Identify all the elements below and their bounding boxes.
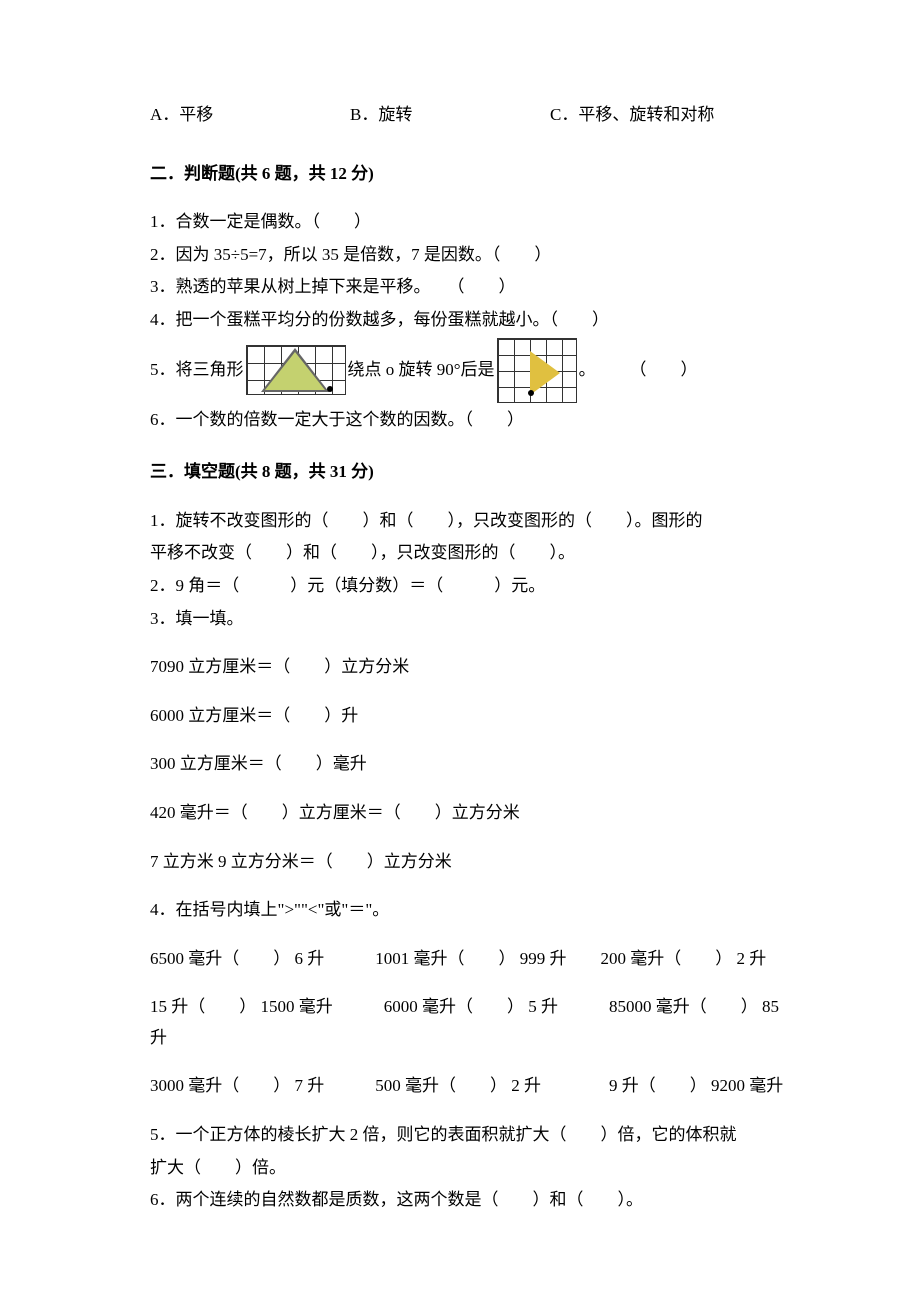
judge-q4: 4．把一个蛋糕平均分的份数越多，每份蛋糕就越小。（ ） — [150, 305, 800, 336]
judge-q5-mid: 绕点 o 旋转 90°后是 — [348, 355, 495, 386]
choice-b: B．旋转 — [350, 100, 550, 131]
fill-q5-line1: 5．一个正方体的棱长扩大 2 倍，则它的表面积就扩大（ ）倍，它的体积就 — [150, 1120, 800, 1151]
fill-q3-e: 7 立方米 9 立方分米＝（ ）立方分米 — [150, 847, 800, 878]
fill-q1-line2: 平移不改变（ ）和（ ），只改变图形的（ ）。 — [150, 538, 800, 569]
section-3: 三．填空题(共 8 题，共 31 分) 1．旋转不改变图形的（ ）和（ ），只改… — [150, 457, 800, 1216]
triangle-grid-1-icon — [246, 345, 346, 395]
fill-q3-d: 420 毫升＝（ ）立方厘米＝（ ）立方分米 — [150, 798, 800, 829]
fill-q3-a: 7090 立方厘米＝（ ）立方分米 — [150, 652, 800, 683]
judge-q5-pre: 5．将三角形 — [150, 355, 244, 386]
judge-q5: 5．将三角形 绕点 o 旋转 90°后是 。 （ ） — [150, 338, 800, 403]
judge-q5-post: 。 （ ） — [579, 355, 698, 386]
fill-q2: 2．9 角＝（ ）元（填分数）＝（ ）元。 — [150, 571, 800, 602]
fill-q4-row2: 15 升（ ） 1500 毫升 6000 毫升（ ） 5 升 85000 毫升（… — [150, 992, 800, 1053]
fill-q4-title: 4．在括号内填上">""<"或"＝"。 — [150, 895, 800, 926]
fill-q4-row3: 3000 毫升（ ） 7 升 500 毫升（ ） 2 升 9 升（ ） 9200… — [150, 1071, 800, 1102]
choice-a: A．平移 — [150, 100, 350, 131]
fill-q1-line1: 1．旋转不改变图形的（ ）和（ ），只改变图形的（ ）。图形的 — [150, 506, 800, 537]
fill-q3-c: 300 立方厘米＝（ ）毫升 — [150, 749, 800, 780]
section-2: 二．判断题(共 6 题，共 12 分) 1．合数一定是偶数。（ ） 2．因为 3… — [150, 159, 800, 436]
section-3-title: 三．填空题(共 8 题，共 31 分) — [150, 457, 800, 488]
fill-q4-row1: 6500 毫升（ ） 6 升 1001 毫升（ ） 999 升 200 毫升（ … — [150, 944, 800, 975]
judge-q2: 2．因为 35÷5=7，所以 35 是倍数，7 是因数。（ ） — [150, 240, 800, 271]
fill-q3-b: 6000 立方厘米＝（ ）升 — [150, 701, 800, 732]
triangle-grid-2-icon — [497, 338, 577, 403]
section-2-title: 二．判断题(共 6 题，共 12 分) — [150, 159, 800, 190]
judge-q6: 6．一个数的倍数一定大于这个数的因数。（ ） — [150, 405, 800, 436]
judge-q3: 3．熟透的苹果从树上掉下来是平移。 （ ） — [150, 272, 800, 303]
multiple-choice-options: A．平移 B．旋转 C．平移、旋转和对称 — [150, 100, 800, 131]
fill-q6: 6．两个连续的自然数都是质数，这两个数是（ ）和（ ）。 — [150, 1185, 800, 1216]
choice-c: C．平移、旋转和对称 — [550, 100, 800, 131]
fill-q5-line2: 扩大（ ）倍。 — [150, 1153, 800, 1184]
judge-q1: 1．合数一定是偶数。（ ） — [150, 207, 800, 238]
fill-q3-title: 3．填一填。 — [150, 604, 800, 635]
